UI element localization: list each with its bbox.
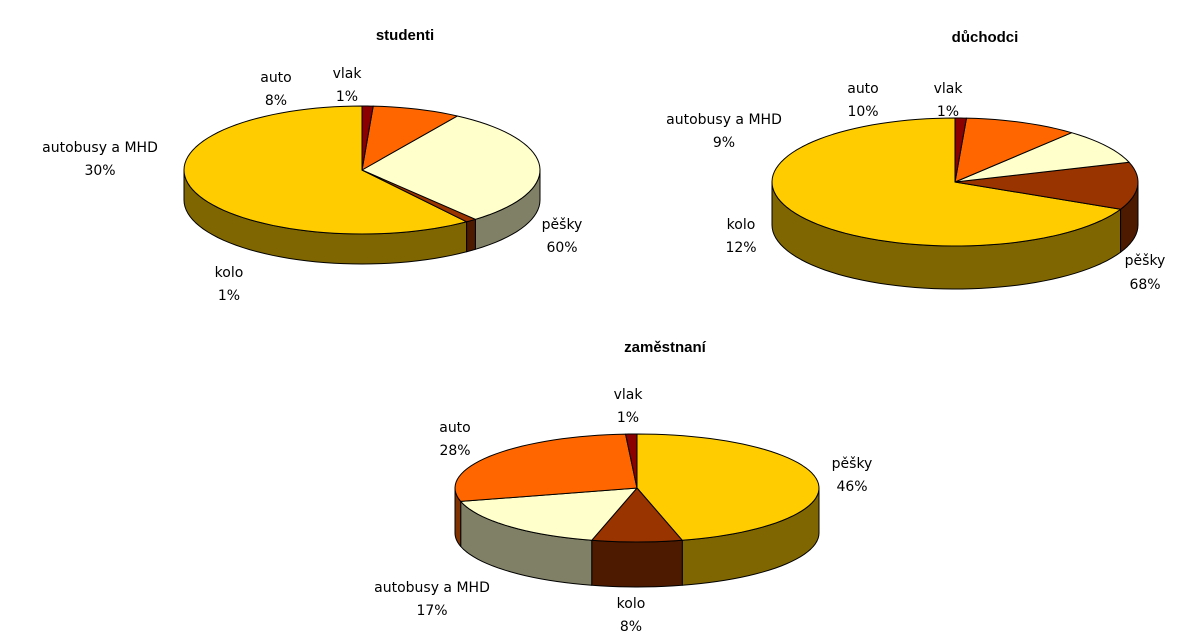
- slice-label-auto: auto 8%: [260, 70, 292, 109]
- slice-label-name: vlak: [614, 387, 644, 403]
- slice-label-name: kolo: [617, 596, 646, 612]
- slice-label-value: 60%: [546, 240, 577, 256]
- slice-label-pesky: pěšky 68%: [1125, 253, 1166, 293]
- slice-label-autobusy: autobusy a MHD 17%: [374, 580, 490, 619]
- slice-label-vlak: vlak 1%: [333, 66, 363, 105]
- slice-label-name: auto: [260, 70, 292, 86]
- slice-label-name: autobusy a MHD: [666, 112, 782, 128]
- slice-label-auto: auto 28%: [439, 420, 471, 459]
- slice-label-value: 46%: [836, 479, 867, 495]
- pie-slice-pesky: [636, 433, 820, 541]
- pie-slice-auto: [361, 105, 458, 171]
- pie-slice-vlak: [361, 105, 374, 171]
- pie-slice-auto: [454, 433, 638, 502]
- slice-label-name: kolo: [215, 265, 244, 281]
- slice-label-autobusy: autobusy a MHD 9%: [666, 112, 782, 151]
- slice-label-value: 12%: [725, 240, 756, 256]
- pie-slice-pesky: [771, 117, 1122, 247]
- slice-label-name: pěšky: [1125, 253, 1166, 269]
- pie-slice-autobusy: [954, 132, 1130, 183]
- slice-label-value: 28%: [439, 443, 470, 459]
- pie-slice-kolo: [591, 487, 683, 543]
- slice-label-kolo: kolo 12%: [725, 217, 756, 256]
- slice-label-value: 68%: [1129, 277, 1160, 293]
- pie-chart-duchodci: důchodci pěšky 68% kolo 12% autobusy a M…: [666, 29, 1165, 293]
- pie-labels: pěšky 60% kolo 1% autobusy a MHD 30% aut…: [42, 66, 582, 304]
- slice-label-pesky: pěšky 60%: [542, 217, 583, 256]
- pie-slice-vlak: [954, 117, 967, 183]
- slice-label-value: 30%: [84, 163, 115, 179]
- slice-label-value: 8%: [620, 619, 642, 635]
- slice-label-auto: auto 10%: [847, 81, 879, 120]
- pie-labels: pěšky 46% kolo 8% autobusy a MHD 17% aut…: [374, 387, 872, 635]
- pie-body: [771, 117, 1139, 290]
- slice-label-vlak: vlak 1%: [614, 387, 644, 426]
- slice-label-autobusy: autobusy a MHD 30%: [42, 140, 158, 179]
- slice-label-name: auto: [847, 81, 879, 97]
- pie-body: [183, 105, 541, 265]
- pie-side-kolo: [591, 539, 683, 588]
- slice-label-kolo: kolo 1%: [215, 265, 244, 304]
- slice-label-name: vlak: [934, 81, 964, 97]
- pie-chart-zamestnani: zaměstnaní pěšky 46% kolo 8% autobusy a …: [374, 339, 872, 635]
- slice-label-name: auto: [439, 420, 471, 436]
- slice-label-value: 10%: [847, 104, 878, 120]
- chart-title: studenti: [376, 27, 434, 44]
- slice-label-name: pěšky: [832, 456, 873, 472]
- slice-label-value: 17%: [416, 603, 447, 619]
- pie-labels: pěšky 68% kolo 12% autobusy a MHD 9% aut…: [666, 81, 1165, 293]
- pie-slice-autobusy: [460, 487, 638, 541]
- slice-label-vlak: vlak 1%: [934, 81, 964, 120]
- pie-chart-studenti: studenti pěšky 60% kolo 1% autobusy a MH…: [42, 27, 582, 304]
- slice-label-kolo: kolo 8%: [617, 596, 646, 635]
- pie-slice-autobusy: [361, 115, 541, 220]
- slice-label-pesky: pěšky 46%: [832, 456, 873, 495]
- slice-label-value: 9%: [713, 135, 735, 151]
- slice-label-name: vlak: [333, 66, 363, 82]
- slice-label-value: 1%: [937, 104, 959, 120]
- pie-slice-kolo: [954, 161, 1139, 210]
- chart-title: důchodci: [952, 29, 1019, 46]
- pie-side-kolo: [466, 218, 476, 253]
- slice-label-value: 1%: [617, 410, 639, 426]
- slice-label-name: kolo: [727, 217, 756, 233]
- slice-label-value: 8%: [265, 93, 287, 109]
- slice-label-value: 1%: [336, 89, 358, 105]
- slice-label-value: 1%: [218, 288, 240, 304]
- pie-body: [454, 433, 820, 588]
- slice-label-name: autobusy a MHD: [374, 580, 490, 596]
- pie-slice-vlak: [625, 433, 638, 489]
- pie-slice-pesky: [183, 105, 468, 235]
- pie-slice-auto: [954, 117, 1073, 183]
- slice-label-name: autobusy a MHD: [42, 140, 158, 156]
- slice-label-name: pěšky: [542, 217, 583, 233]
- chart-title: zaměstnaní: [624, 339, 707, 356]
